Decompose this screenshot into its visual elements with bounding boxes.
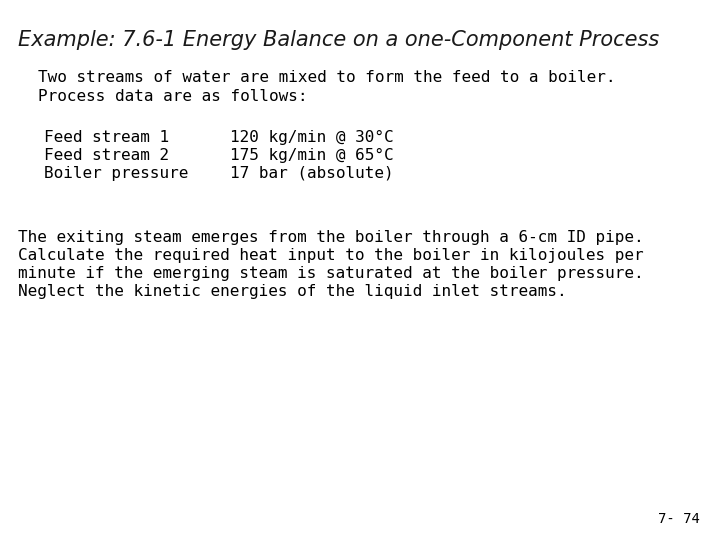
Text: minute if the emerging steam is saturated at the boiler pressure.: minute if the emerging steam is saturate…: [18, 266, 644, 281]
Text: Neglect the kinetic energies of the liquid inlet streams.: Neglect the kinetic energies of the liqu…: [18, 284, 567, 299]
Text: 7- 74: 7- 74: [658, 512, 700, 526]
Text: 120 kg/min @ 30°C: 120 kg/min @ 30°C: [230, 130, 394, 145]
Text: Boiler pressure: Boiler pressure: [44, 166, 189, 181]
Text: 17 bar (absolute): 17 bar (absolute): [230, 166, 394, 181]
Text: Calculate the required heat input to the boiler in kilojoules per: Calculate the required heat input to the…: [18, 248, 644, 263]
Text: The exiting steam emerges from the boiler through a 6-cm ID pipe.: The exiting steam emerges from the boile…: [18, 230, 644, 245]
Text: Feed stream 1: Feed stream 1: [44, 130, 169, 145]
Text: Example: 7.6-1 Energy Balance on a one-Component Process: Example: 7.6-1 Energy Balance on a one-C…: [18, 30, 660, 50]
Text: Process data are as follows:: Process data are as follows:: [38, 89, 307, 104]
Text: Feed stream 2: Feed stream 2: [44, 148, 169, 163]
Text: 175 kg/min @ 65°C: 175 kg/min @ 65°C: [230, 148, 394, 163]
Text: Two streams of water are mixed to form the feed to a boiler.: Two streams of water are mixed to form t…: [38, 70, 616, 85]
